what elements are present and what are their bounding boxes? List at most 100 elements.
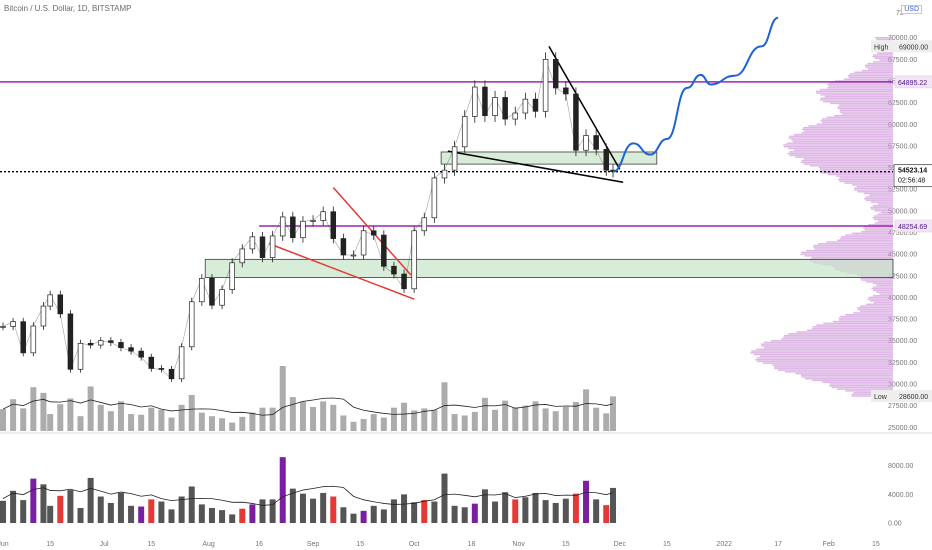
candle-body	[118, 342, 124, 348]
candle-body	[492, 97, 498, 116]
time-axis-label: Dec	[614, 541, 627, 548]
volume-profile-bar	[815, 90, 893, 93]
time-axis-label: 15	[356, 541, 364, 548]
low-badge-label: Low	[874, 394, 888, 401]
volume-bar	[502, 400, 509, 431]
candle-body	[350, 254, 357, 257]
indicator-bar	[47, 505, 54, 523]
volume-profile-bar	[824, 95, 893, 98]
volume-profile-bar	[784, 334, 893, 337]
indicator-bar	[219, 510, 226, 523]
volume-profile-bar	[787, 152, 893, 155]
volume-profile-bar	[829, 384, 893, 387]
currency-button[interactable]: USD	[901, 5, 922, 14]
candle-body	[431, 177, 438, 219]
volume-profile-bar	[816, 324, 893, 326]
volume-bar	[552, 411, 559, 431]
candle-body	[108, 340, 114, 343]
indicator-bar	[461, 507, 468, 523]
volume-bar	[158, 409, 165, 431]
volume-profile-bar	[863, 192, 893, 195]
volume-bar	[562, 406, 569, 431]
volume-profile-bar	[835, 80, 893, 82]
volume-profile-bar	[803, 163, 893, 165]
volume-profile-bar	[818, 166, 893, 169]
volume-profile-bar	[871, 287, 893, 290]
candle-body	[603, 149, 610, 171]
candle-body	[542, 58, 549, 112]
indicator-bar	[593, 499, 600, 523]
volume-profile-bar	[857, 307, 893, 309]
volume-profile-bar	[801, 132, 893, 134]
candle-body	[451, 146, 458, 171]
indicator-bar	[542, 500, 549, 523]
volume-profile-bar	[873, 301, 893, 304]
candle-body	[583, 135, 589, 151]
time-axis-label: Nov	[512, 541, 525, 548]
volume-bar	[471, 411, 478, 431]
volume-profile-bar	[783, 144, 893, 146]
volume-bar	[0, 409, 6, 431]
volume-profile-bar	[819, 168, 893, 170]
volume-profile-bar	[816, 92, 893, 94]
volume-bar	[299, 402, 306, 431]
volume-profile-bar	[840, 237, 893, 240]
volume-bar	[138, 414, 145, 431]
volume-profile-bar	[843, 78, 893, 80]
candle-body	[30, 325, 37, 354]
volume-profile-bar	[822, 381, 893, 383]
trendline	[447, 150, 624, 184]
candle-body	[219, 289, 225, 306]
volume-profile-bar	[783, 145, 893, 148]
volume-bar	[289, 397, 296, 431]
price-tick-label: 25000.00	[888, 425, 917, 432]
volume-profile-bar	[793, 133, 893, 136]
volume-profile-bar	[839, 319, 893, 321]
volume-profile-bar	[822, 121, 893, 124]
volume-profile-bar	[837, 239, 893, 241]
indicator-bar	[431, 501, 438, 523]
candle-body	[482, 86, 488, 116]
volume-profile-bar	[760, 355, 893, 358]
indicator-bar	[188, 486, 195, 523]
volume-bar	[451, 414, 458, 431]
volume-profile-bar	[811, 327, 893, 330]
volume-profile-bar	[868, 223, 893, 226]
volume-profile-bar	[870, 206, 893, 209]
volume-profile-bar	[876, 52, 893, 54]
low-badge-box	[871, 390, 932, 403]
volume-profile-bar	[813, 246, 893, 248]
volume-bar	[330, 404, 337, 431]
indicator-bar	[421, 500, 428, 523]
volume-profile-bar	[852, 184, 893, 186]
price-tick-label: 62500.00	[888, 100, 917, 107]
volume-profile-bar	[821, 118, 893, 120]
volume-profile-bar	[821, 171, 893, 174]
volume-bar	[610, 396, 616, 431]
volume-bar	[20, 408, 27, 431]
indicator-bar	[350, 513, 357, 523]
volume-profile-bar	[876, 284, 893, 287]
volume-profile-bar	[854, 189, 893, 191]
candle-body	[421, 217, 428, 232]
volume-profile-bar	[789, 154, 893, 157]
candle-body	[320, 211, 326, 221]
volume-profile-bar	[864, 229, 893, 231]
volume-profile-bar	[802, 128, 893, 131]
price-tick-label: 50000.00	[888, 208, 917, 215]
indicator-ma-line	[2, 485, 614, 506]
volume-bar	[522, 405, 529, 431]
volume-profile-bar	[755, 358, 893, 361]
volume-bar	[380, 417, 387, 431]
time-axis-label: 17	[774, 541, 782, 548]
indicator-bar	[471, 503, 478, 523]
volume-profile-bar	[820, 94, 893, 96]
indicator-bar	[117, 492, 124, 523]
volume-profile-bar	[854, 187, 893, 190]
volume-profile-bar	[757, 357, 893, 359]
volume-profile-bar	[867, 298, 893, 300]
volume-profile-bar	[822, 100, 893, 103]
volume-profile-bar	[839, 111, 893, 113]
volume-profile-bar	[869, 300, 893, 302]
